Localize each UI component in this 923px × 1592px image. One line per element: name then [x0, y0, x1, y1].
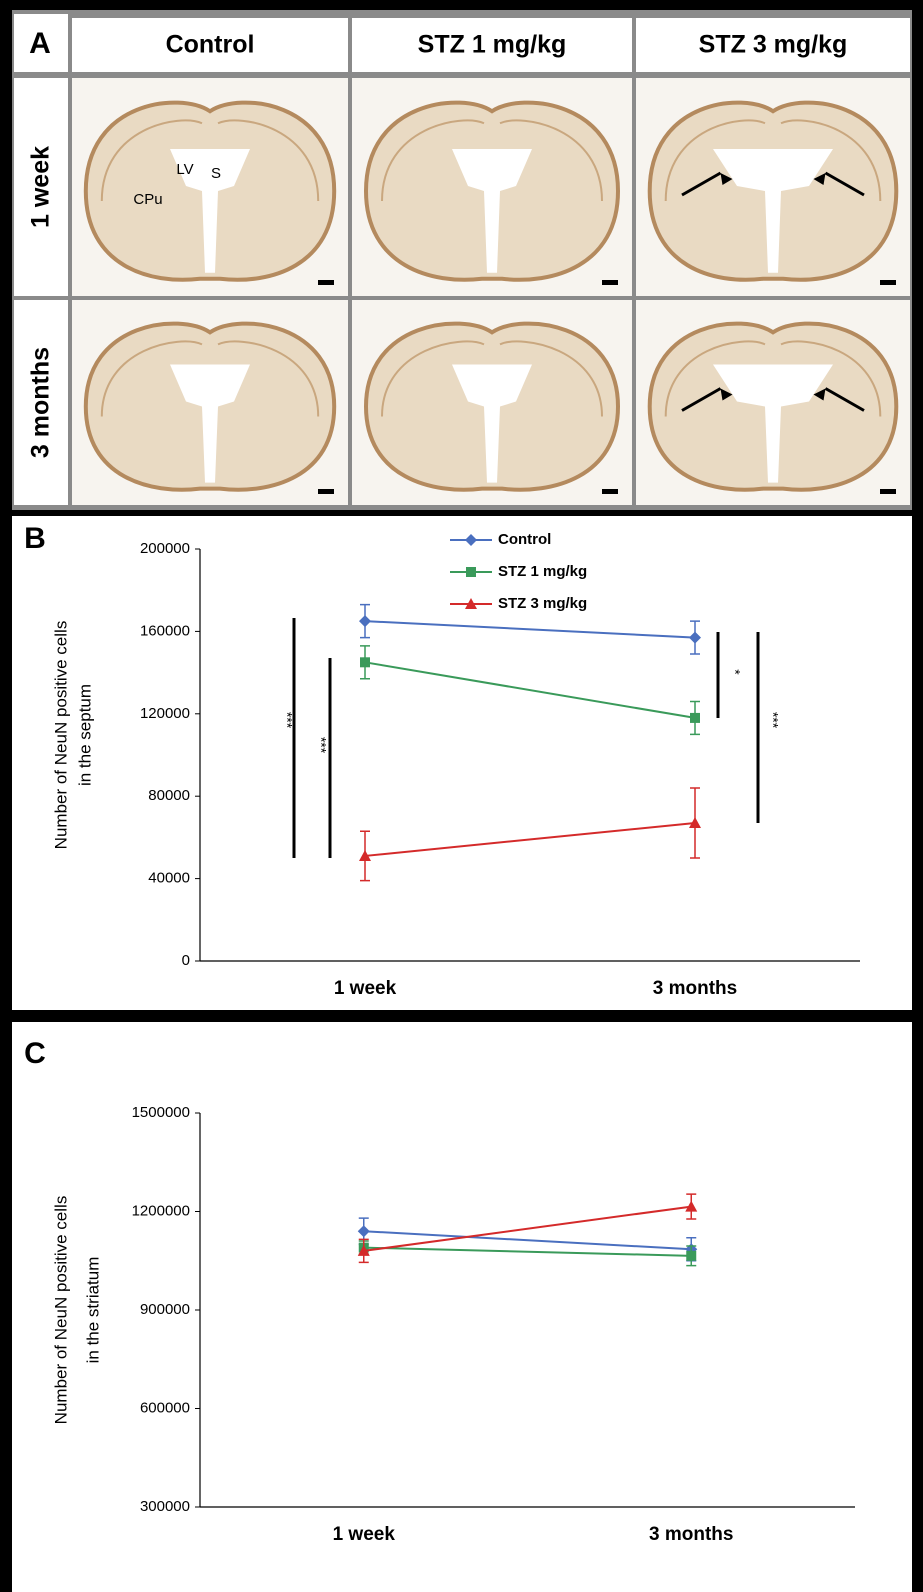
- scale-bar: [602, 280, 618, 285]
- legend-label: Control: [498, 531, 551, 548]
- region-label: S: [211, 165, 221, 182]
- scale-bar: [318, 489, 334, 494]
- scale-bar: [318, 280, 334, 285]
- x-tick-label: 1 week: [333, 1524, 396, 1545]
- y-axis-label: in the septum: [75, 684, 94, 786]
- marker: [686, 1251, 696, 1261]
- panel-label: B: [24, 522, 46, 555]
- column-header: Control: [166, 31, 255, 59]
- legend-label: STZ 3 mg/kg: [498, 595, 587, 612]
- column-header: STZ 3 mg/kg: [699, 31, 848, 59]
- scale-bar: [880, 280, 896, 285]
- y-axis-label: Number of NeuN positive cells: [51, 1196, 70, 1425]
- y-tick-label: 900000: [140, 1301, 190, 1318]
- significance-label: ***: [765, 712, 781, 729]
- marker: [466, 567, 476, 577]
- column-header: STZ 1 mg/kg: [418, 31, 567, 59]
- x-tick-label: 3 months: [653, 978, 737, 999]
- x-tick-label: 1 week: [334, 978, 397, 999]
- significance-label: *: [727, 669, 743, 675]
- region-label: LV: [176, 161, 193, 178]
- significance-label: ***: [279, 712, 295, 729]
- panel-label: C: [24, 1037, 46, 1070]
- page: A Control STZ 1 mg/kg STZ 3 mg/kg 1 week 3 mo…: [0, 0, 923, 1592]
- row-header: 3 months: [27, 347, 55, 458]
- scale-bar: [602, 489, 618, 494]
- y-tick-label: 120000: [140, 705, 190, 722]
- row-header: 1 week: [27, 146, 55, 228]
- y-tick-label: 40000: [148, 870, 190, 887]
- y-tick-label: 80000: [148, 787, 190, 804]
- region-label: CPu: [133, 191, 162, 208]
- y-tick-label: 300000: [140, 1498, 190, 1515]
- y-axis-label: in the striatum: [83, 1257, 102, 1364]
- legend-label: STZ 1 mg/kg: [498, 563, 587, 580]
- scale-bar: [880, 489, 896, 494]
- y-tick-label: 600000: [140, 1399, 190, 1416]
- marker: [360, 657, 370, 667]
- y-tick-label: 200000: [140, 540, 190, 557]
- x-tick-label: 3 months: [649, 1524, 733, 1545]
- marker: [690, 713, 700, 723]
- panel-label: A: [29, 27, 51, 60]
- y-axis-label: Number of NeuN positive cells: [51, 621, 70, 850]
- y-tick-label: 1500000: [132, 1104, 190, 1121]
- y-tick-label: 160000: [140, 622, 190, 639]
- significance-label: ***: [313, 737, 329, 754]
- y-tick-label: 1200000: [132, 1202, 190, 1219]
- panel-b-bg: [12, 516, 912, 1010]
- y-tick-label: 0: [182, 952, 190, 969]
- figure: A Control STZ 1 mg/kg STZ 3 mg/kg 1 week 3 mo…: [0, 0, 923, 1592]
